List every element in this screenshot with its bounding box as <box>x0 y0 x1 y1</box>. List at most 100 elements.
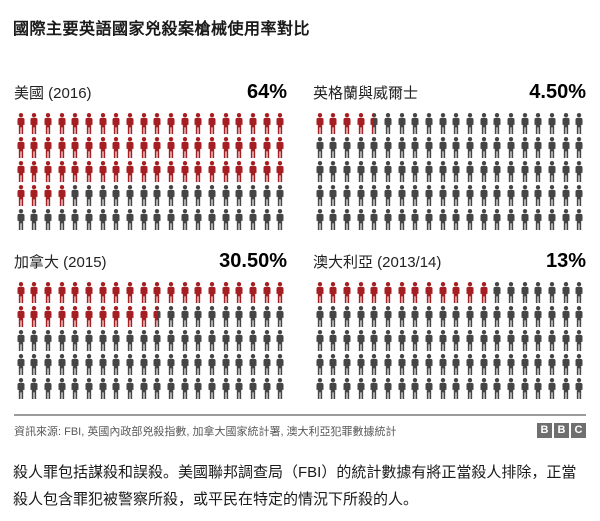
person-icon-empty <box>316 330 324 351</box>
person-icon-empty <box>71 378 79 399</box>
person-icon-filled <box>276 137 284 158</box>
person-icon-empty <box>30 378 38 399</box>
person-icon-empty <box>140 354 148 375</box>
person-icon-filled <box>71 306 79 327</box>
person-icon-filled <box>276 282 284 303</box>
person-icon-filled <box>249 282 257 303</box>
percentage-value: 13% <box>545 250 586 272</box>
person-icon-filled <box>140 306 148 327</box>
person-icon-filled <box>30 282 38 303</box>
person-icon-empty <box>263 306 271 327</box>
person-icon-empty <box>357 185 365 206</box>
person-icon-filled <box>208 161 216 182</box>
person-icon-filled <box>276 161 284 182</box>
person-icon-empty <box>480 378 488 399</box>
person-icon-empty <box>493 161 501 182</box>
person-icon-empty <box>480 137 488 158</box>
person-icon-empty <box>263 330 271 351</box>
person-icon-filled <box>71 137 79 158</box>
person-icon-empty <box>112 354 120 375</box>
person-icon-empty <box>343 378 351 399</box>
person-icon-filled <box>44 306 52 327</box>
person-icon-half <box>153 306 161 327</box>
person-icon-filled <box>153 161 161 182</box>
person-icon-empty <box>329 161 337 182</box>
person-icon-empty <box>439 113 447 134</box>
person-icon-filled <box>17 282 25 303</box>
person-icon-filled <box>357 113 365 134</box>
person-icon-empty <box>521 282 529 303</box>
person-icon-empty <box>480 113 488 134</box>
person-icon-filled <box>194 161 202 182</box>
person-icon-empty <box>329 209 337 230</box>
person-icon-filled <box>167 137 175 158</box>
person-icon-empty <box>343 306 351 327</box>
person-icon-empty <box>357 354 365 375</box>
person-icon-empty <box>370 185 378 206</box>
person-icon-empty <box>534 113 542 134</box>
person-icon-empty <box>99 378 107 399</box>
person-icon-filled <box>263 282 271 303</box>
person-icon-empty <box>208 354 216 375</box>
person-icon-empty <box>370 306 378 327</box>
person-icon-empty <box>249 354 257 375</box>
person-icon-empty <box>17 378 25 399</box>
person-icon-empty <box>71 330 79 351</box>
person-icon-filled <box>30 185 38 206</box>
person-icon-empty <box>562 185 570 206</box>
country-panel-2: 加拿大 (2015) 30.50% <box>14 250 287 399</box>
panel-header: 澳大利亞 (2013/14) 13% <box>313 250 586 273</box>
person-icon-empty <box>249 209 257 230</box>
person-icon-filled <box>85 137 93 158</box>
person-icon-filled <box>194 113 202 134</box>
person-icon-empty <box>99 185 107 206</box>
person-icon-empty <box>562 113 570 134</box>
person-icon-empty <box>343 185 351 206</box>
person-icon-empty <box>316 185 324 206</box>
person-icon-empty <box>425 185 433 206</box>
person-icon-empty <box>548 330 556 351</box>
person-icon-empty <box>480 185 488 206</box>
person-icon-empty <box>562 137 570 158</box>
person-icon-filled <box>71 282 79 303</box>
bbc-logo-block: C <box>571 423 586 438</box>
person-icon-filled <box>17 137 25 158</box>
person-icon-filled <box>44 113 52 134</box>
person-icon-empty <box>562 209 570 230</box>
person-icon-empty <box>316 306 324 327</box>
person-icon-empty <box>85 209 93 230</box>
person-icon-empty <box>153 209 161 230</box>
person-icon-empty <box>466 209 474 230</box>
person-icon-filled <box>85 161 93 182</box>
person-icon-filled <box>126 137 134 158</box>
person-icon-empty <box>370 161 378 182</box>
person-icon-filled <box>329 282 337 303</box>
person-icon-empty <box>534 306 542 327</box>
person-icon-empty <box>493 306 501 327</box>
person-icon-filled <box>343 113 351 134</box>
person-icon-empty <box>85 354 93 375</box>
person-icon-filled <box>126 161 134 182</box>
person-icon-empty <box>452 113 460 134</box>
person-icon-empty <box>263 378 271 399</box>
person-icon-empty <box>466 185 474 206</box>
country-label: 加拿大 (2015) <box>14 254 107 271</box>
person-icon-empty <box>466 113 474 134</box>
person-icon-empty <box>398 209 406 230</box>
person-icon-empty <box>276 330 284 351</box>
person-icon-empty <box>249 330 257 351</box>
person-icon-empty <box>507 306 515 327</box>
person-icon-empty <box>534 161 542 182</box>
person-icon-filled <box>167 282 175 303</box>
person-icon-empty <box>411 137 419 158</box>
person-icon-filled <box>112 113 120 134</box>
person-icon-empty <box>575 354 583 375</box>
person-icon-empty <box>493 113 501 134</box>
person-icon-empty <box>316 209 324 230</box>
person-icon-filled <box>466 282 474 303</box>
person-icon-empty <box>181 354 189 375</box>
person-icon-empty <box>181 306 189 327</box>
person-icon-empty <box>44 209 52 230</box>
person-icon-empty <box>452 378 460 399</box>
